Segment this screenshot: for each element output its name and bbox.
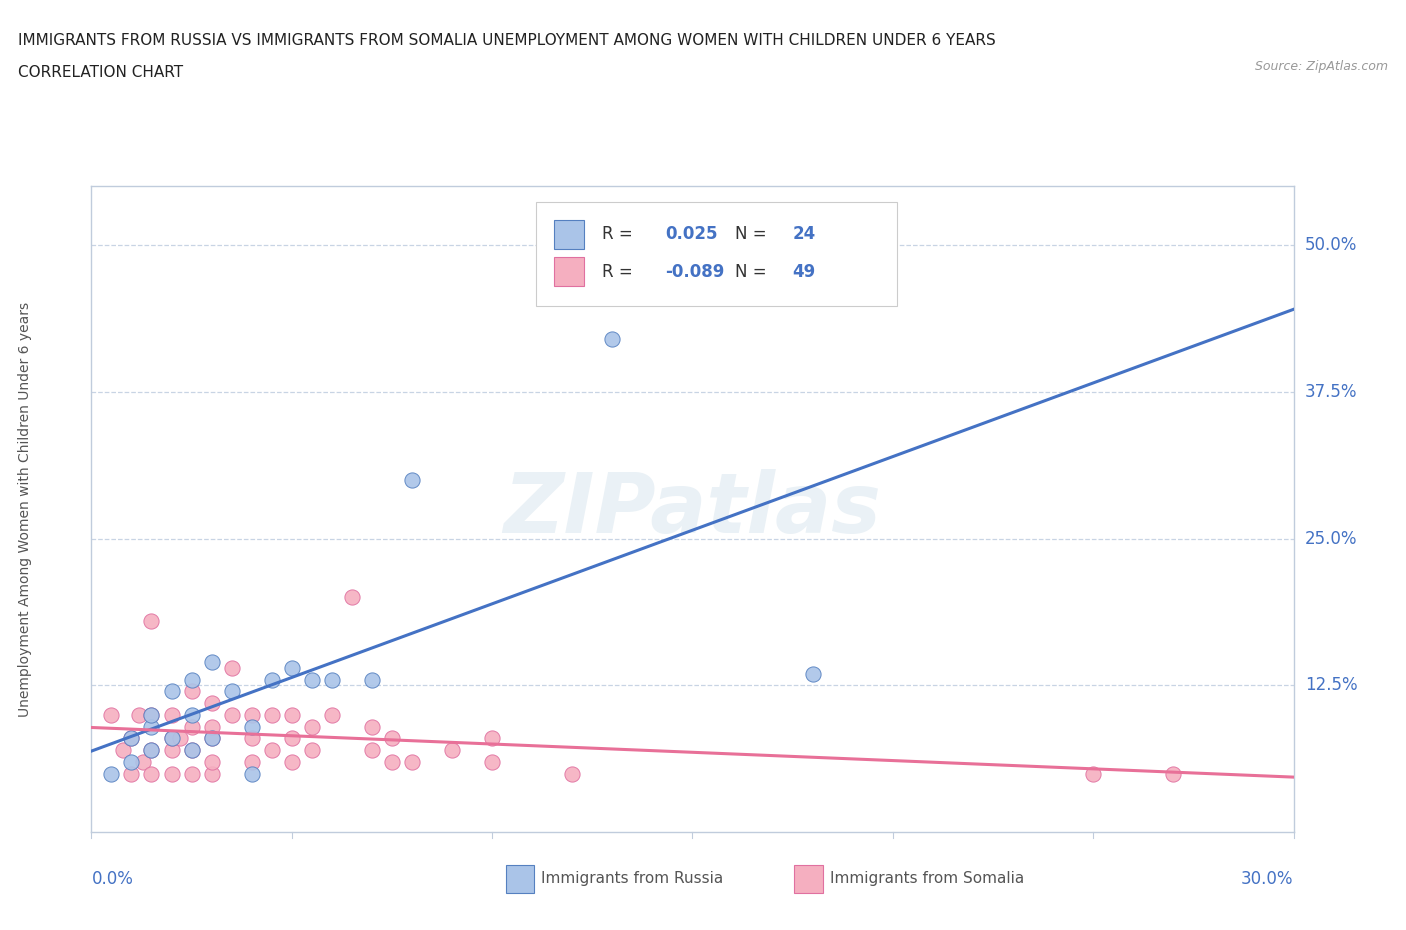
Point (180, 743, 202, 758)
Point (180, 708, 202, 723)
Bar (554, 219, 585, 248)
Point (169, 731, 191, 746)
Point (481, 731, 503, 746)
Point (240, 708, 263, 723)
Point (401, 472, 423, 487)
Point (180, 684, 202, 698)
Point (240, 719, 263, 734)
Text: -0.089: -0.089 (665, 263, 724, 281)
Point (160, 743, 183, 758)
Point (340, 590, 363, 604)
Point (381, 731, 404, 746)
Point (561, 766, 583, 781)
Point (360, 672, 382, 687)
Point (180, 672, 202, 687)
Point (381, 754, 404, 769)
Point (281, 660, 304, 675)
Point (1163, 766, 1185, 781)
Point (481, 754, 503, 769)
Point (141, 766, 163, 781)
Point (240, 754, 263, 769)
Bar (536, 202, 897, 306)
Point (321, 672, 343, 687)
Point (201, 719, 224, 734)
Point (201, 731, 224, 746)
Point (301, 719, 323, 734)
Point (201, 655, 224, 670)
Point (602, 331, 624, 346)
Bar (554, 257, 585, 286)
Text: 0.025: 0.025 (665, 225, 717, 244)
Text: Immigrants from Somalia: Immigrants from Somalia (830, 871, 1024, 886)
Point (121, 731, 143, 746)
Text: 24: 24 (792, 225, 815, 244)
Point (801, 666, 824, 681)
Point (201, 754, 224, 769)
Text: N =: N = (734, 225, 766, 244)
Point (121, 731, 143, 746)
Text: 12.5%: 12.5% (1305, 676, 1357, 695)
Point (141, 614, 163, 629)
Point (160, 708, 183, 723)
Text: R =: R = (602, 263, 633, 281)
Point (281, 708, 304, 723)
Point (221, 684, 243, 698)
Point (321, 708, 343, 723)
Point (160, 766, 183, 781)
Point (301, 672, 323, 687)
Point (260, 743, 283, 758)
Point (201, 766, 224, 781)
Point (141, 743, 163, 758)
Point (260, 672, 283, 687)
Point (141, 719, 163, 734)
Point (160, 731, 183, 746)
Point (221, 708, 243, 723)
Point (180, 719, 202, 734)
Text: 0.0%: 0.0% (91, 870, 134, 888)
Text: Source: ZipAtlas.com: Source: ZipAtlas.com (1254, 60, 1388, 73)
Point (141, 743, 163, 758)
Point (240, 731, 263, 746)
Point (201, 696, 224, 711)
Point (141, 708, 163, 723)
Text: Unemployment Among Women with Children Under 6 years: Unemployment Among Women with Children U… (18, 301, 32, 717)
Point (180, 743, 202, 758)
Text: 37.5%: 37.5% (1305, 382, 1357, 401)
Point (121, 754, 143, 769)
Point (260, 708, 283, 723)
Text: N =: N = (734, 263, 766, 281)
Text: 30.0%: 30.0% (1241, 870, 1294, 888)
Text: 25.0%: 25.0% (1305, 529, 1357, 548)
Point (112, 743, 135, 758)
Text: Immigrants from Russia: Immigrants from Russia (541, 871, 724, 886)
Text: ZIPatlas: ZIPatlas (503, 469, 882, 550)
Point (141, 708, 163, 723)
Point (401, 754, 423, 769)
Point (100, 708, 122, 723)
Point (180, 766, 202, 781)
Point (240, 766, 263, 781)
Point (160, 731, 183, 746)
Text: 50.0%: 50.0% (1305, 236, 1357, 254)
Point (160, 684, 183, 698)
Point (128, 708, 150, 723)
Point (121, 766, 143, 781)
Point (201, 731, 224, 746)
Point (301, 743, 323, 758)
Point (281, 731, 304, 746)
Point (281, 754, 304, 769)
Point (100, 766, 122, 781)
Point (1083, 766, 1105, 781)
Point (360, 743, 382, 758)
Text: R =: R = (602, 225, 633, 244)
Text: CORRELATION CHART: CORRELATION CHART (18, 65, 183, 80)
Point (221, 660, 243, 675)
Point (440, 743, 463, 758)
Text: 49: 49 (792, 263, 815, 281)
Text: IMMIGRANTS FROM RUSSIA VS IMMIGRANTS FROM SOMALIA UNEMPLOYMENT AMONG WOMEN WITH : IMMIGRANTS FROM RUSSIA VS IMMIGRANTS FRO… (18, 33, 995, 47)
Point (132, 754, 155, 769)
Point (360, 719, 382, 734)
